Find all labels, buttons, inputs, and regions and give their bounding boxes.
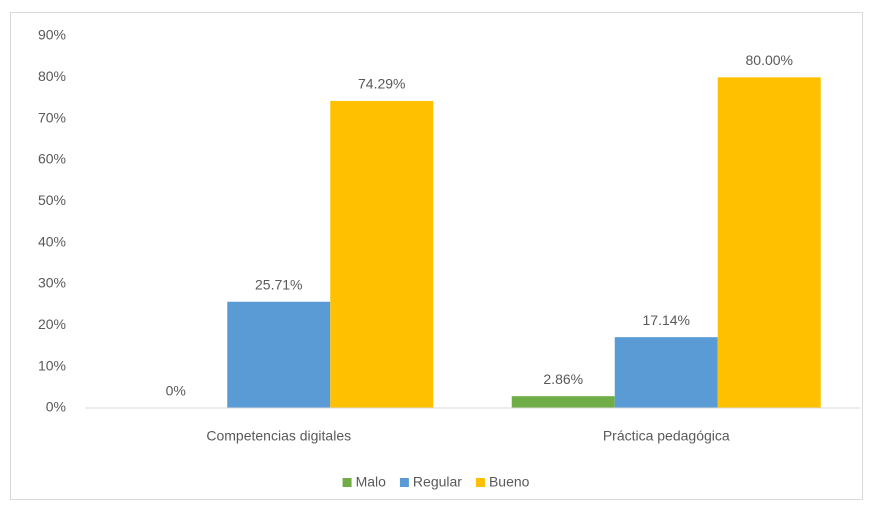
data-label: 0%	[166, 383, 186, 399]
legend-swatch	[399, 478, 409, 487]
legend-swatch	[475, 478, 485, 487]
y-tick-label: 70%	[38, 109, 66, 125]
x-tick-label: Práctica pedagógica	[603, 428, 730, 444]
data-label: 2.86%	[543, 371, 583, 387]
y-tick-label: 40%	[38, 233, 66, 249]
legend-swatch	[342, 478, 352, 487]
y-tick-label: 50%	[38, 192, 66, 208]
bar	[511, 396, 615, 408]
legend-label: Bueno	[489, 474, 530, 490]
legend-label: Regular	[413, 474, 462, 490]
y-tick-label: 20%	[38, 316, 66, 332]
y-tick-label: 10%	[38, 357, 66, 373]
data-label: 25.71%	[255, 276, 302, 292]
bar	[614, 337, 718, 408]
bar	[227, 301, 331, 408]
y-tick-label: 30%	[38, 275, 66, 291]
data-label: 17.14%	[643, 312, 690, 328]
bar	[717, 77, 821, 408]
y-tick-label: 80%	[38, 68, 66, 84]
y-tick-label: 0%	[46, 399, 66, 415]
data-label: 74.29%	[358, 76, 405, 92]
bar	[330, 100, 434, 409]
x-tick-label: Competencias digitales	[206, 428, 351, 444]
data-label: 80.00%	[746, 52, 793, 68]
y-tick-label: 60%	[38, 151, 66, 167]
y-tick-label: 90%	[38, 27, 66, 43]
legend-label: Malo	[356, 474, 387, 490]
